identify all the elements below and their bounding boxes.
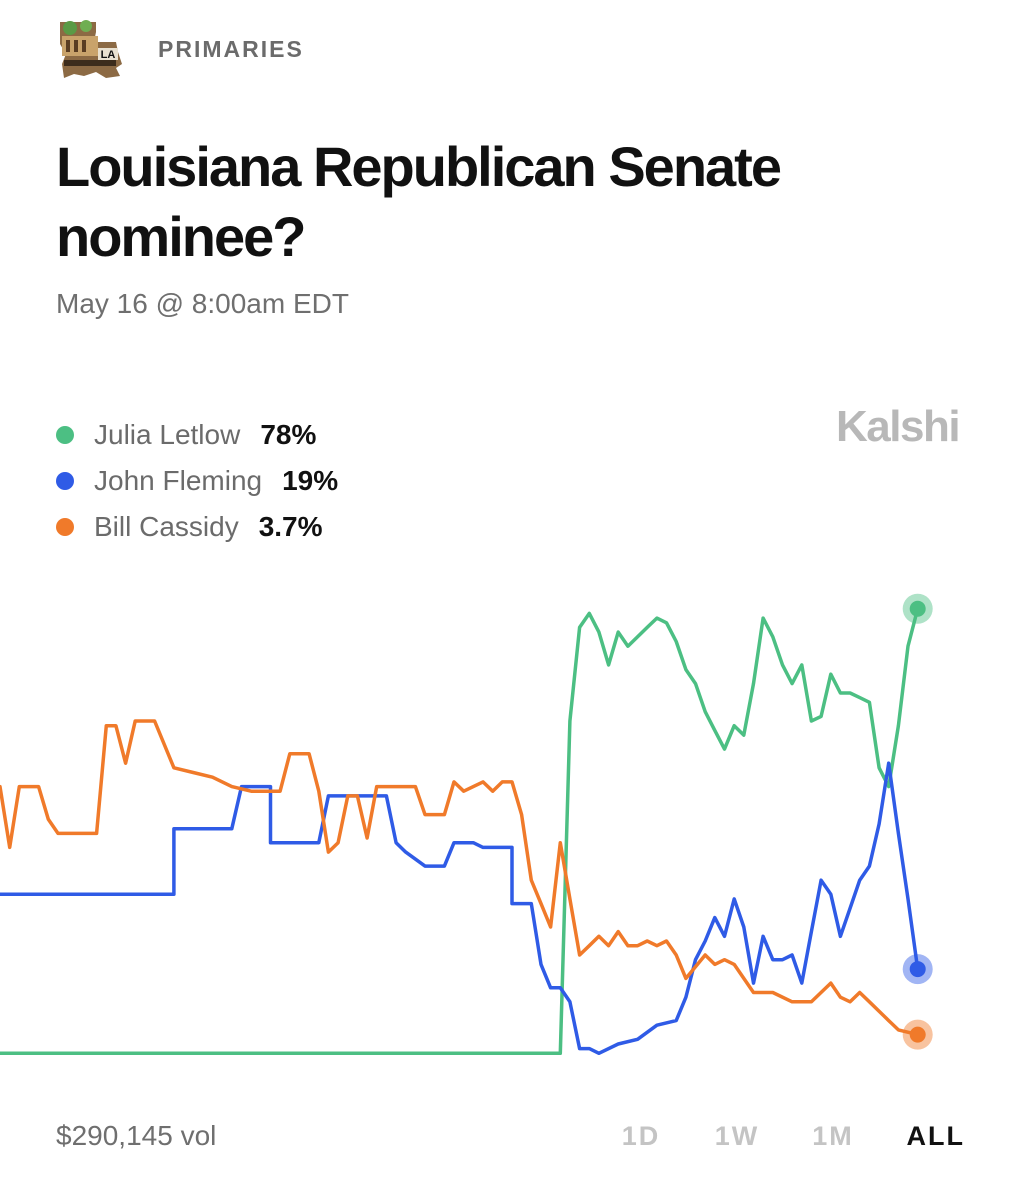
legend-dot-cassidy — [56, 518, 74, 536]
range-tabs: 1D 1W 1M ALL — [593, 1121, 965, 1152]
series-line-julia-letlow — [0, 606, 920, 1056]
legend-item-cassidy[interactable]: Bill Cassidy 3.7% — [56, 504, 338, 550]
kalshi-logo: Kalshi — [836, 402, 961, 451]
header-row: LA PRIMARIES — [56, 14, 304, 84]
series-line-john-fleming — [0, 761, 920, 1056]
footer: $290,145 vol 1D 1W 1M ALL — [56, 1112, 965, 1160]
series-endpoint-john-fleming — [909, 961, 926, 978]
category-label[interactable]: PRIMARIES — [158, 35, 304, 62]
series-line-bill-cassidy — [0, 719, 920, 1037]
legend-name-fleming: John Fleming — [94, 465, 263, 496]
legend-value-fleming: 19% — [282, 465, 339, 496]
series-endpoint-bill-cassidy — [909, 1026, 926, 1043]
range-tab-1w[interactable]: 1W — [689, 1121, 785, 1152]
legend-item-letlow[interactable]: Julia Letlow 78% — [56, 412, 338, 458]
legend-item-fleming[interactable]: John Fleming 19% — [56, 458, 338, 504]
legend-dot-fleming — [56, 472, 74, 490]
legend-name-cassidy: Bill Cassidy — [94, 511, 239, 542]
range-tab-all[interactable]: ALL — [881, 1121, 965, 1152]
series-endpoint-julia-letlow — [909, 600, 926, 617]
price-chart[interactable] — [0, 560, 1021, 1100]
legend-value-cassidy: 3.7% — [258, 511, 323, 542]
state-badge-icon[interactable]: LA — [56, 16, 126, 82]
event-date: May 16 @ 8:00am EDT — [56, 288, 349, 319]
legend-value-letlow: 78% — [260, 419, 317, 450]
range-tab-1d[interactable]: 1D — [593, 1121, 689, 1152]
state-badge-text: LA — [101, 49, 116, 61]
volume-label: $290,145 vol — [56, 1120, 217, 1151]
chart-legend: Julia Letlow 78% John Fleming 19% Bill C… — [56, 412, 338, 550]
legend-dot-letlow — [56, 426, 74, 444]
legend-name-letlow: Julia Letlow — [94, 419, 241, 450]
page-title: Louisiana Republican Senate nominee? — [56, 135, 782, 268]
range-tab-1m[interactable]: 1M — [785, 1121, 881, 1152]
